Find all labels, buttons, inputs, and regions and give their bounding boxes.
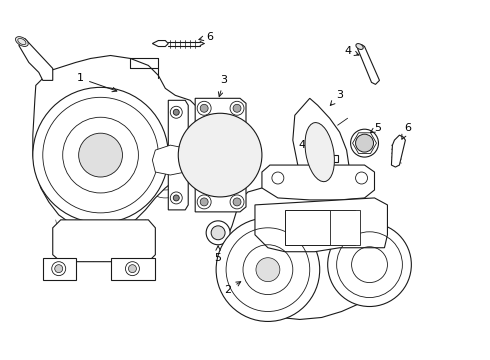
Polygon shape xyxy=(168,100,188,210)
Circle shape xyxy=(328,223,412,306)
Text: 6: 6 xyxy=(199,32,214,41)
Circle shape xyxy=(173,109,179,115)
Circle shape xyxy=(230,101,244,115)
Text: 3: 3 xyxy=(219,75,227,96)
Circle shape xyxy=(350,129,378,157)
Ellipse shape xyxy=(305,122,334,182)
Circle shape xyxy=(206,221,230,245)
Polygon shape xyxy=(195,98,246,212)
Circle shape xyxy=(211,226,225,240)
Circle shape xyxy=(233,198,241,206)
Circle shape xyxy=(33,87,168,223)
Circle shape xyxy=(128,265,136,273)
Circle shape xyxy=(233,104,241,112)
Polygon shape xyxy=(53,220,155,262)
Circle shape xyxy=(230,195,244,209)
Circle shape xyxy=(78,133,122,177)
Circle shape xyxy=(200,104,208,112)
Text: 2: 2 xyxy=(224,282,241,294)
Text: 4: 4 xyxy=(344,45,359,55)
Ellipse shape xyxy=(356,44,363,49)
Circle shape xyxy=(55,265,63,273)
Circle shape xyxy=(178,113,262,197)
Text: 6: 6 xyxy=(402,123,411,139)
Text: 1: 1 xyxy=(77,73,117,92)
Circle shape xyxy=(200,198,208,206)
Polygon shape xyxy=(19,39,53,80)
Circle shape xyxy=(171,192,182,204)
Text: 3: 3 xyxy=(330,90,343,105)
Circle shape xyxy=(197,195,211,209)
Polygon shape xyxy=(33,55,205,232)
Polygon shape xyxy=(308,155,338,162)
Text: 5: 5 xyxy=(370,123,381,133)
Polygon shape xyxy=(392,135,405,167)
Circle shape xyxy=(272,172,284,184)
Polygon shape xyxy=(43,258,75,280)
Circle shape xyxy=(125,262,140,276)
Text: 5: 5 xyxy=(215,246,221,263)
Polygon shape xyxy=(285,210,355,245)
Circle shape xyxy=(216,218,319,321)
Polygon shape xyxy=(152,145,188,175)
Polygon shape xyxy=(255,198,388,252)
Circle shape xyxy=(256,258,280,282)
Polygon shape xyxy=(152,41,168,46)
Polygon shape xyxy=(111,258,155,280)
Circle shape xyxy=(173,195,179,201)
Polygon shape xyxy=(330,210,360,245)
Circle shape xyxy=(356,134,373,152)
Ellipse shape xyxy=(16,37,28,46)
Polygon shape xyxy=(262,165,374,200)
Circle shape xyxy=(356,172,368,184)
Polygon shape xyxy=(358,45,379,84)
Polygon shape xyxy=(225,186,392,319)
Text: 4: 4 xyxy=(298,140,312,154)
Circle shape xyxy=(197,101,211,115)
Circle shape xyxy=(52,262,66,276)
Polygon shape xyxy=(293,98,349,195)
Circle shape xyxy=(171,106,182,118)
